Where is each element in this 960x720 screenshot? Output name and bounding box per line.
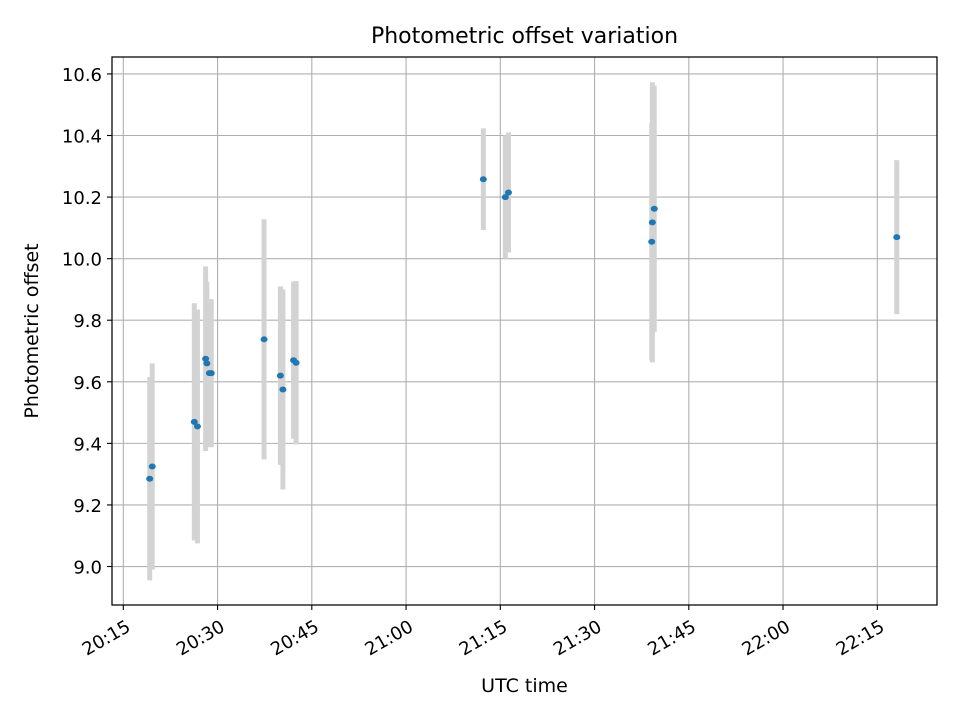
- x-tick-label: 20:45: [267, 616, 322, 660]
- data-point: [479, 176, 487, 183]
- error-bars: [147, 82, 900, 581]
- data-point: [276, 372, 284, 379]
- x-axis: 20:15 20:30 20:45 21:00 21:15 21:30 21:45 22:00…: [79, 605, 888, 660]
- y-axis: 9.0 9.2 9.4 9.6 9.8 10.0 10.2 10.4 10.6: [62, 65, 112, 579]
- data-point: [202, 355, 210, 362]
- data-point: [148, 463, 156, 470]
- data-point: [146, 475, 154, 482]
- data-point: [203, 360, 211, 367]
- data-point: [193, 423, 201, 430]
- data-point: [260, 336, 268, 343]
- y-tick-label: 9.0: [73, 558, 102, 579]
- x-tick-label: 22:00: [739, 616, 794, 660]
- y-tick-label: 9.8: [73, 311, 102, 332]
- y-tick-label: 10.6: [62, 65, 102, 86]
- data-point: [190, 418, 198, 425]
- y-tick-label: 10.0: [62, 250, 102, 271]
- x-axis-label: UTC time: [481, 675, 568, 697]
- data-point: [207, 370, 215, 377]
- data-point: [893, 234, 901, 241]
- y-tick-label: 9.2: [73, 496, 102, 517]
- chart-title: Photometric offset variation: [371, 24, 678, 49]
- x-tick-label: 21:30: [550, 616, 605, 660]
- y-tick-label: 9.6: [73, 373, 102, 394]
- x-tick-label: 22:15: [833, 616, 888, 660]
- data-point: [648, 219, 656, 226]
- y-tick-label: 10.2: [62, 188, 102, 209]
- y-axis-label: Photometric offset: [21, 243, 43, 418]
- x-tick-label: 21:45: [644, 616, 699, 660]
- grid: [112, 57, 937, 605]
- data-point: [648, 238, 656, 245]
- y-tick-label: 10.4: [62, 127, 102, 148]
- data-point: [292, 359, 300, 366]
- x-tick-label: 20:30: [173, 616, 228, 660]
- plot-frame: [111, 56, 938, 606]
- data-point: [650, 205, 658, 212]
- data-point: [504, 189, 512, 196]
- data-point: [501, 194, 509, 201]
- y-tick-label: 9.4: [73, 434, 102, 455]
- x-tick-label: 21:15: [456, 616, 511, 660]
- data-points: [146, 176, 901, 482]
- x-tick-label: 21:00: [362, 616, 417, 660]
- data-point: [279, 386, 287, 393]
- x-tick-label: 20:15: [79, 616, 134, 660]
